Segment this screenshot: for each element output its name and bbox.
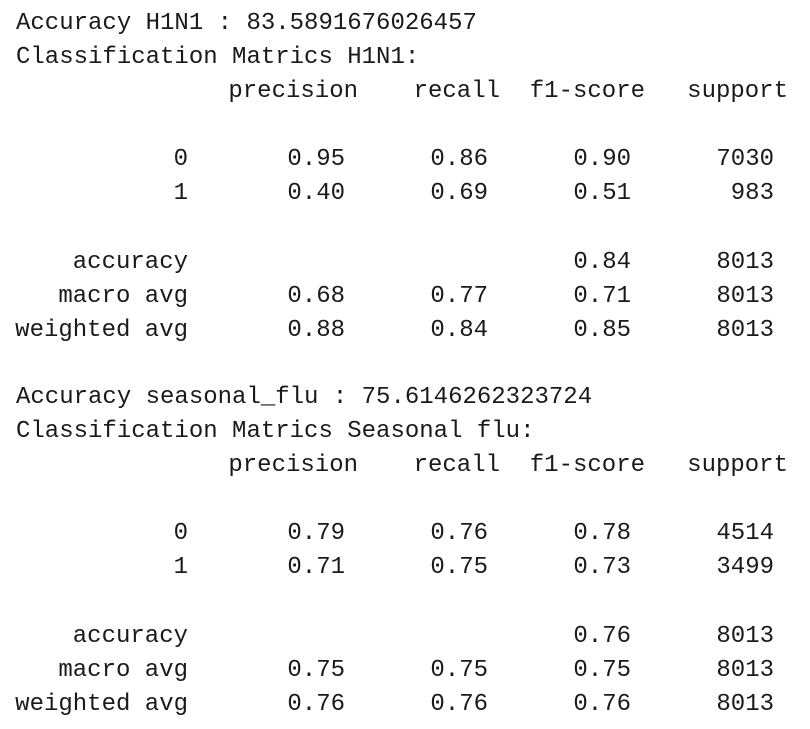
cell: 0.76: [430, 520, 488, 547]
cell: 0.79: [287, 520, 345, 547]
column-header: precision: [228, 452, 358, 479]
cell: 0.75: [430, 554, 488, 581]
cell: 8013: [716, 657, 774, 684]
row-label: accuracy: [72, 249, 188, 276]
column-header: recall: [413, 78, 500, 105]
column-header: f1-score: [529, 78, 645, 105]
cell: 0.75: [430, 657, 488, 684]
column-header: precision: [228, 78, 358, 105]
column-header: support: [687, 452, 788, 479]
cell: 0.75: [573, 657, 631, 684]
row-label: macro avg: [58, 657, 188, 684]
report-title: Classification Matrics Seasonal flu:: [16, 418, 535, 445]
cell: 0.86: [430, 146, 488, 173]
row-label: 0: [173, 146, 188, 173]
cell: 0.95: [287, 146, 345, 173]
cell: 8013: [716, 623, 774, 650]
row-label: weighted avg: [15, 691, 188, 718]
cell: 0.73: [573, 554, 631, 581]
cell: 0.90: [573, 146, 631, 173]
cell: 3499: [716, 554, 774, 581]
cell: 8013: [716, 249, 774, 276]
cell: 0.84: [573, 249, 631, 276]
column-header: recall: [413, 452, 500, 479]
cell: 7030: [716, 146, 774, 173]
cell: 8013: [716, 283, 774, 310]
accuracy-line: Accuracy seasonal_flu : 75.6146262323724: [16, 384, 593, 411]
cell: 983: [730, 180, 774, 207]
cell: 0.85: [573, 317, 631, 344]
report-title: Classification Matrics H1N1:: [16, 44, 420, 71]
accuracy-line: Accuracy H1N1 : 83.5891676026457: [16, 10, 477, 37]
cell: 8013: [716, 317, 774, 344]
cell: 0.75: [287, 657, 345, 684]
row-label: weighted avg: [15, 317, 188, 344]
cell: 0.68: [287, 283, 345, 310]
cell: 0.84: [430, 317, 488, 344]
cell: 0.76: [573, 691, 631, 718]
cell: 4514: [716, 520, 774, 547]
column-header: f1-score: [529, 452, 645, 479]
cell: 0.76: [287, 691, 345, 718]
cell: 0.69: [430, 180, 488, 207]
cell: 0.76: [430, 691, 488, 718]
row-label: macro avg: [58, 283, 188, 310]
cell: 0.78: [573, 520, 631, 547]
column-header: support: [687, 78, 788, 105]
cell: 0.76: [573, 623, 631, 650]
cell: 0.88: [287, 317, 345, 344]
cell: 8013: [716, 691, 774, 718]
row-label: 1: [173, 554, 188, 581]
row-label: accuracy: [72, 623, 188, 650]
cell: 0.51: [573, 180, 631, 207]
row-label: 1: [173, 180, 188, 207]
cell: 0.40: [287, 180, 345, 207]
cell: 0.71: [573, 283, 631, 310]
cell: 0.71: [287, 554, 345, 581]
row-label: 0: [173, 520, 188, 547]
cell: 0.77: [430, 283, 488, 310]
